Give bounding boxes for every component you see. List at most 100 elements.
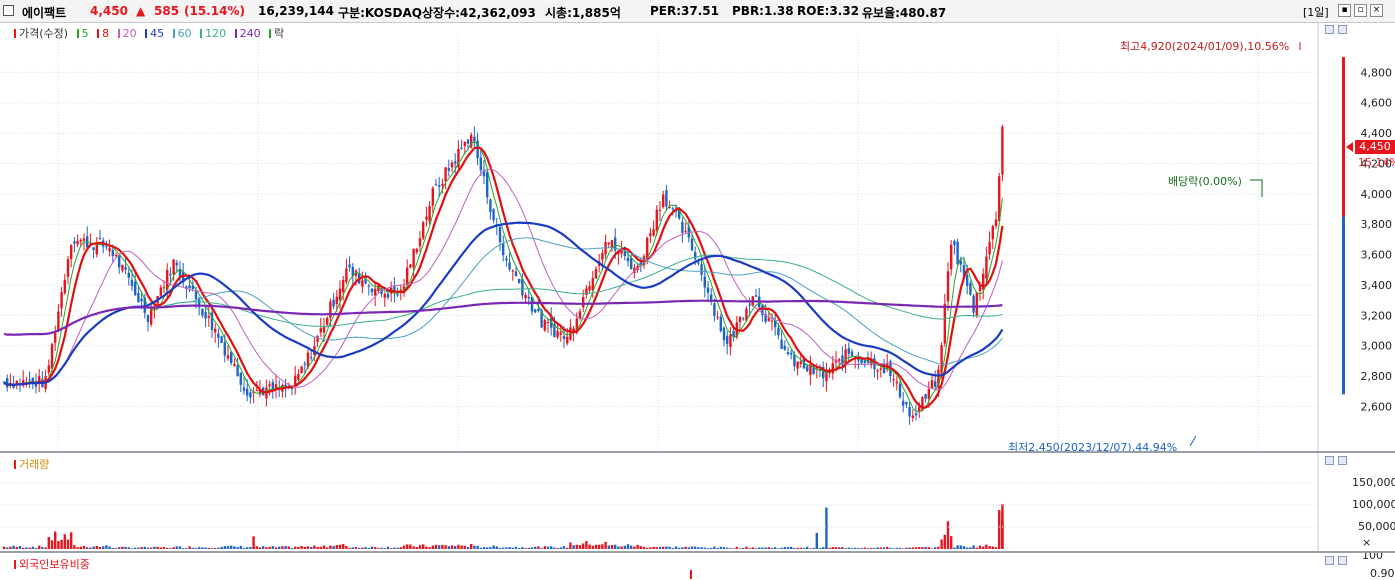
volume-bar <box>959 545 962 549</box>
volume-bar <box>604 541 607 549</box>
volume-bar <box>441 544 444 549</box>
volume-bar <box>834 547 838 549</box>
candle-body <box>473 136 476 142</box>
period-selector[interactable]: [1일] <box>1303 6 1329 19</box>
chart-toggle-icon[interactable]: ▪ <box>1338 4 1351 17</box>
volume-bar <box>802 547 806 549</box>
volume-bar <box>854 547 857 549</box>
volume-bar <box>930 548 934 549</box>
volume-bar <box>940 539 943 549</box>
volume-bar <box>524 548 527 549</box>
volume-bar <box>514 546 518 549</box>
candle-body <box>38 376 41 383</box>
volume-bar <box>655 547 658 549</box>
volume-bar <box>562 546 566 549</box>
volume-bar <box>652 546 655 549</box>
candle-body <box>729 334 732 348</box>
volume-bar <box>866 548 870 549</box>
select-checkbox[interactable] <box>3 5 14 16</box>
legend-ma5[interactable]: 5 <box>76 27 89 40</box>
volume-min-icon[interactable] <box>1325 456 1334 465</box>
volume-bar <box>623 545 626 549</box>
candle-body <box>812 365 815 375</box>
candle-body <box>786 352 790 355</box>
candle-body <box>418 238 422 247</box>
volume-bar <box>863 547 866 549</box>
legend-ma8[interactable]: 8 <box>97 27 109 40</box>
foreign-panel: 외국인보유비중 0.90 <box>0 553 1395 580</box>
volume-bar <box>914 547 918 549</box>
volume-bar <box>889 547 892 549</box>
foreign-min-icon[interactable] <box>1325 556 1334 565</box>
candle-body <box>732 331 735 338</box>
candle-body <box>182 272 185 283</box>
panel-close-icon[interactable] <box>1338 25 1347 34</box>
ma5-line <box>3 141 1003 413</box>
volume-bar <box>905 547 908 549</box>
volume-bar <box>665 546 668 549</box>
legend-price[interactable]: 가격(수정) <box>14 27 68 40</box>
volume-bar <box>962 546 966 549</box>
candle-body <box>396 294 399 296</box>
panel-divider[interactable] <box>0 451 1395 453</box>
volume-bar <box>578 545 582 549</box>
legend-drop[interactable]: 락 <box>269 27 284 40</box>
candle-body <box>562 336 566 339</box>
price-chart[interactable]: 4,800 4,600 4,400 4,200 4,000 3,800 3,600 3,400… <box>0 22 1395 452</box>
volume-close-icon[interactable] <box>1338 456 1347 465</box>
volume-bar <box>98 546 102 549</box>
legend-ma45[interactable]: 45 <box>145 27 164 40</box>
volume-chart[interactable] <box>0 453 1395 551</box>
candle-body <box>982 273 985 290</box>
volume-bar <box>249 546 252 549</box>
foreign-close-icon[interactable] <box>1338 556 1347 565</box>
legend-ma20[interactable]: 20 <box>117 27 137 40</box>
volume-bar <box>943 534 946 549</box>
ma120-line <box>3 254 1003 386</box>
volume-bar <box>409 544 412 549</box>
candle-body <box>594 268 598 279</box>
roe-value: ROE:3.32 <box>797 4 860 18</box>
candle-body <box>518 278 521 284</box>
candle-body <box>818 369 822 371</box>
volume-bar <box>703 547 706 549</box>
candle-body <box>777 327 780 336</box>
indicator-legend: 가격(수정) 5 8 20 45 60 120 240 락 <box>14 25 289 41</box>
candle-body <box>210 312 214 330</box>
volume-bar <box>860 548 863 549</box>
foreign-legend[interactable]: 외국인보유비중 <box>14 556 95 572</box>
close-icon[interactable]: × <box>1370 4 1383 17</box>
candle-body <box>966 274 969 286</box>
volume-bar <box>201 547 204 549</box>
volume-bar <box>50 540 54 549</box>
volume-bar <box>607 545 610 549</box>
candle-body <box>1001 126 1004 175</box>
candle-body <box>649 233 652 237</box>
volume-bar <box>716 547 719 549</box>
legend-ma240[interactable]: 240 <box>234 27 261 40</box>
volume-bar <box>121 546 124 549</box>
volume-bar <box>454 546 457 549</box>
candle-body <box>658 209 662 211</box>
volume-bar <box>764 547 767 549</box>
candle-body <box>204 312 207 319</box>
volume-legend[interactable]: 거래량 <box>14 456 54 472</box>
legend-ma60[interactable]: 60 <box>172 27 192 40</box>
candle-body <box>591 278 594 291</box>
stock-name[interactable]: 에이팩트 <box>22 6 67 20</box>
volume-spike <box>815 532 818 549</box>
volume-bar <box>569 542 572 549</box>
volume-bar <box>278 546 281 549</box>
panel-divider-2[interactable] <box>0 551 1395 553</box>
volume-bar <box>850 548 854 549</box>
candle-body <box>332 299 335 307</box>
candle-body <box>521 278 524 296</box>
restore-icon[interactable]: ▫ <box>1354 4 1367 17</box>
candle-body <box>793 354 796 367</box>
legend-ma120[interactable]: 120 <box>200 27 226 40</box>
candle-body <box>665 190 668 207</box>
candle-body <box>63 279 66 294</box>
volume-bar <box>159 547 162 549</box>
panel-min-icon[interactable] <box>1325 25 1334 34</box>
candle-body <box>95 241 98 255</box>
